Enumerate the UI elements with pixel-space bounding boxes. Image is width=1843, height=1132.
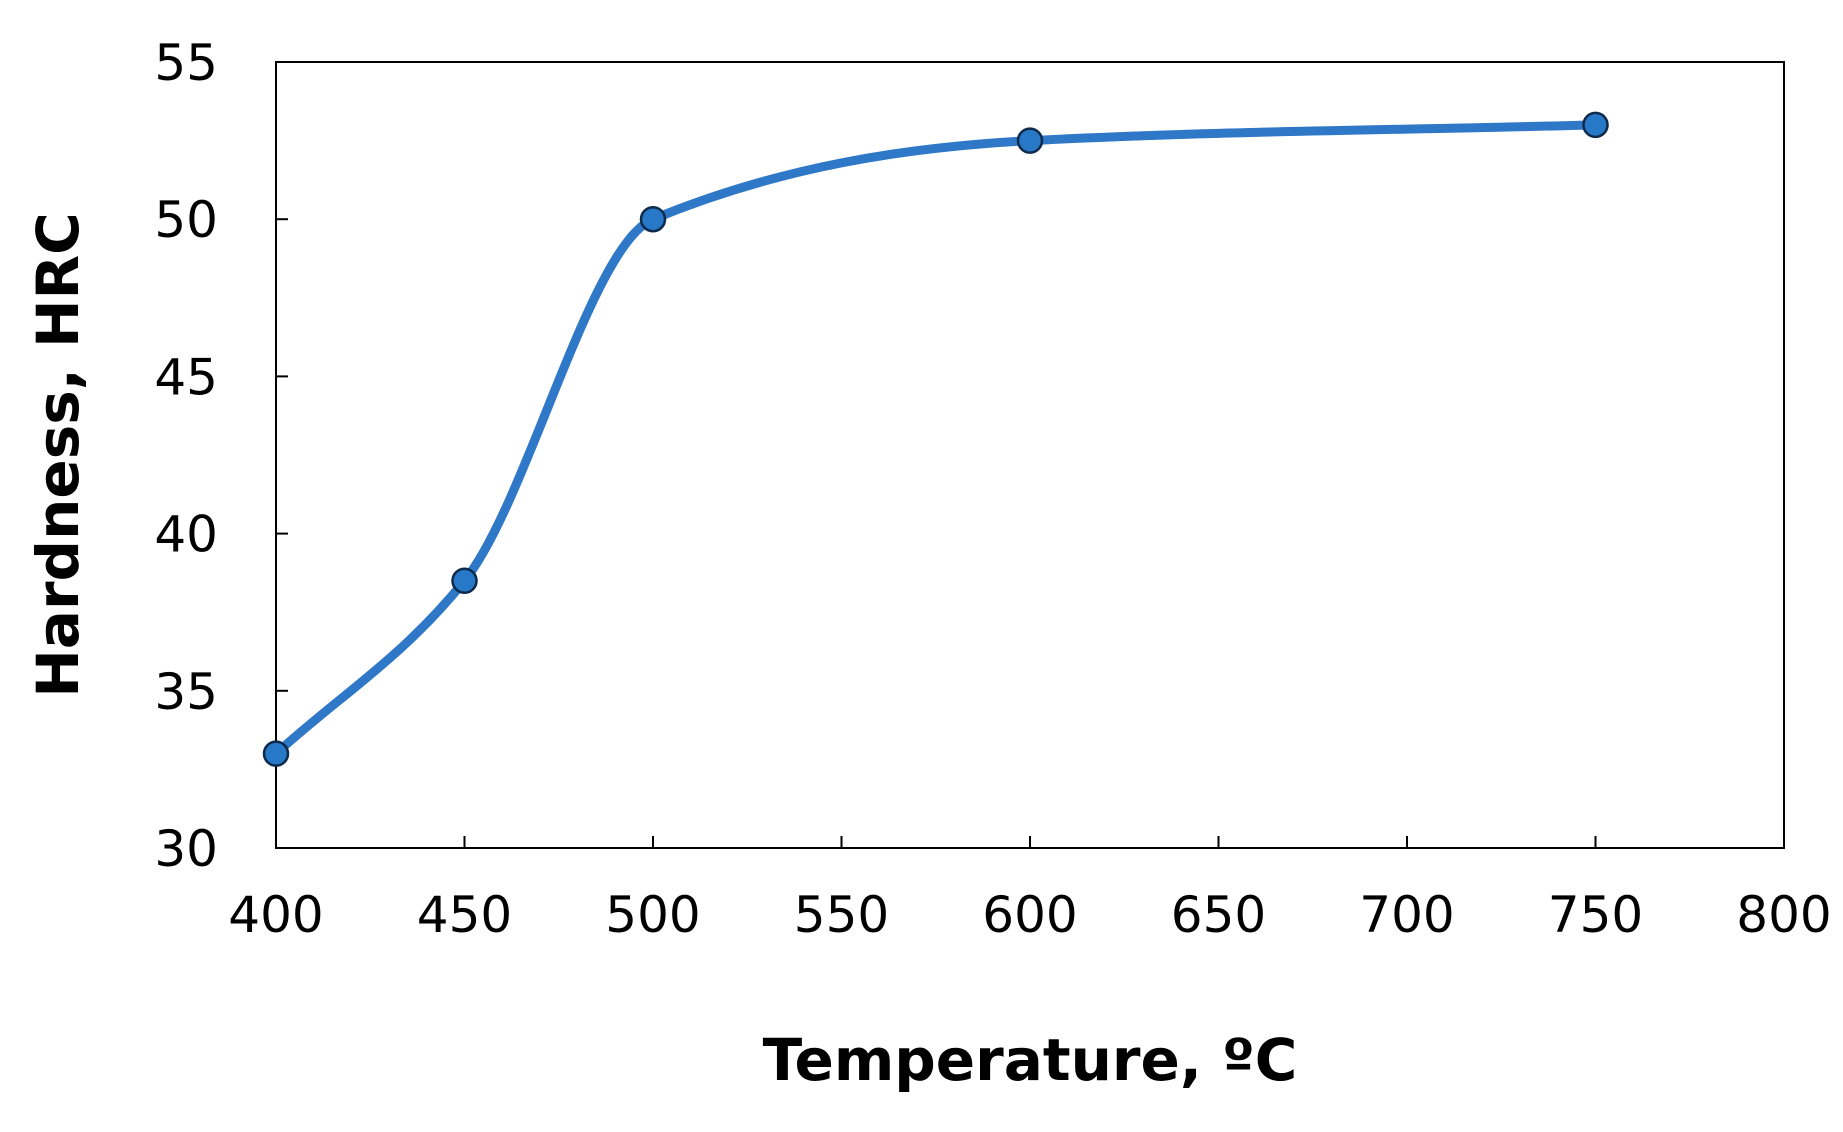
data-point [639, 205, 667, 233]
x-tick-label: 750 [1548, 886, 1643, 944]
y-axis-title: Hardness, HRC [24, 212, 92, 697]
series-layer [271, 120, 1600, 759]
x-tick-label: 550 [794, 886, 889, 944]
x-axis: 400 450 500 550 600 650 700 750 800 [228, 836, 1832, 944]
points-layer [262, 111, 1609, 767]
data-point [451, 567, 478, 595]
y-tick-label: 35 [154, 663, 218, 721]
x-tick-label: 400 [228, 886, 323, 944]
x-tick-label: 450 [417, 886, 512, 944]
series-line [271, 120, 1600, 759]
y-tick-label: 55 [154, 34, 218, 92]
y-axis: 30 35 40 45 50 55 [154, 34, 288, 878]
data-point [1016, 127, 1044, 154]
y-tick-label: 50 [154, 191, 218, 249]
y-tick-label: 45 [154, 348, 218, 406]
x-tick-label: 800 [1736, 886, 1831, 944]
plot-frame [275, 61, 1785, 849]
y-tick-label: 40 [154, 506, 218, 564]
y-tick-label: 30 [154, 820, 218, 878]
data-point [1582, 111, 1609, 139]
data-point [262, 740, 290, 767]
x-tick-label: 700 [1359, 886, 1454, 944]
x-tick-label: 500 [605, 886, 700, 944]
x-axis-title: Temperature, ºC [763, 1026, 1298, 1094]
x-tick-label: 600 [982, 886, 1077, 944]
x-tick-label: 650 [1171, 886, 1266, 944]
